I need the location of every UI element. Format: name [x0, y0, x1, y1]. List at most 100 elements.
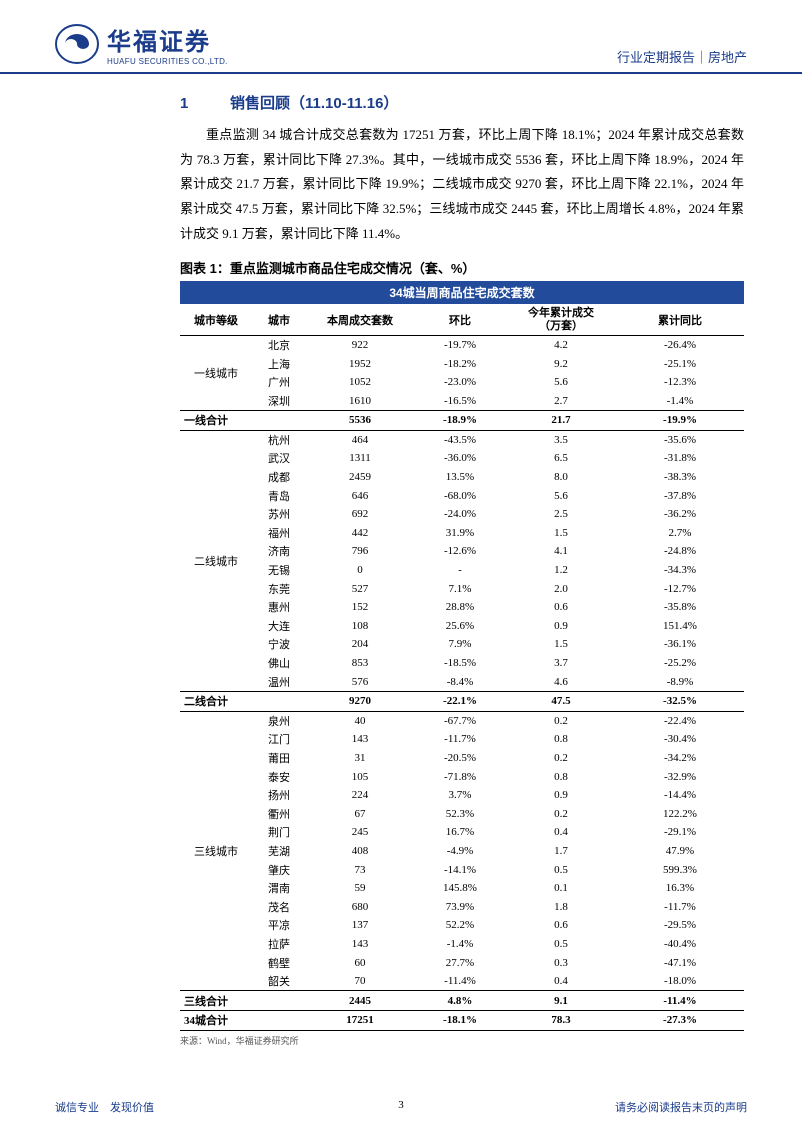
- table-row: 莆田31-20.5%0.2-34.2%: [180, 749, 744, 768]
- cell-vol: 245: [306, 823, 414, 842]
- subtotal-row: 三线合计24454.8%9.1-11.4%: [180, 991, 744, 1011]
- cell-wow: -18.5%: [414, 654, 506, 673]
- cell-vol: 1610: [306, 391, 414, 410]
- table-row: 平凉13752.2%0.6-29.5%: [180, 916, 744, 935]
- cell-ytd: 5.6: [506, 486, 616, 505]
- cell-city: 芜湖: [252, 842, 306, 861]
- cell-yoy: -11.7%: [616, 897, 744, 916]
- cell-vol: 1311: [306, 449, 414, 468]
- cell-city: 平凉: [252, 916, 306, 935]
- subtotal-vol: 2445: [306, 991, 414, 1011]
- cell-city: 江门: [252, 730, 306, 749]
- table-row: 东莞5277.1%2.0-12.7%: [180, 579, 744, 598]
- cell-ytd: 0.6: [506, 916, 616, 935]
- cell-wow: -11.4%: [414, 972, 506, 991]
- cell-city: 衢州: [252, 804, 306, 823]
- cell-vol: 31: [306, 749, 414, 768]
- cell-wow: 7.1%: [414, 579, 506, 598]
- table-row: 福州44231.9%1.52.7%: [180, 524, 744, 543]
- cell-ytd: 3.7: [506, 654, 616, 673]
- cell-yoy: 599.3%: [616, 860, 744, 879]
- table-row: 青岛646-68.0%5.6-37.8%: [180, 486, 744, 505]
- data-source: 来源：Wind，华福证券研究所: [180, 1034, 744, 1047]
- page-footer: 诚信专业 发现价值 3 请务必阅读报告末页的声明: [0, 1099, 802, 1115]
- col-ytd: 今年累计成交 （万套）: [506, 304, 616, 335]
- page-number: 3: [398, 1099, 404, 1111]
- cell-ytd: 1.8: [506, 897, 616, 916]
- cell-ytd: 1.7: [506, 842, 616, 861]
- cell-yoy: -40.4%: [616, 935, 744, 954]
- grand-total-row: 34城合计17251-18.1%78.3-27.3%: [180, 1011, 744, 1031]
- cell-wow: -36.0%: [414, 449, 506, 468]
- cell-ytd: 6.5: [506, 449, 616, 468]
- cell-ytd: 0.4: [506, 823, 616, 842]
- cell-city: 深圳: [252, 391, 306, 410]
- cell-city: 北京: [252, 335, 306, 354]
- transaction-table: 34城当周商品住宅成交套数 城市等级 城市 本周成交套数 环比 今年累计成交 （…: [180, 281, 744, 1030]
- cell-vol: 408: [306, 842, 414, 861]
- table-row: 大连10825.6%0.9151.4%: [180, 617, 744, 636]
- table-row: 武汉1311-36.0%6.5-31.8%: [180, 449, 744, 468]
- cell-wow: -23.0%: [414, 373, 506, 392]
- cell-vol: 922: [306, 335, 414, 354]
- cell-ytd: 0.6: [506, 598, 616, 617]
- cell-yoy: -37.8%: [616, 486, 744, 505]
- cell-yoy: -14.4%: [616, 786, 744, 805]
- cell-wow: 16.7%: [414, 823, 506, 842]
- cell-wow: 13.5%: [414, 468, 506, 487]
- cell-city: 东莞: [252, 579, 306, 598]
- tier-label: 二线城市: [180, 430, 252, 691]
- cell-yoy: -31.8%: [616, 449, 744, 468]
- tier-label: 一线城市: [180, 335, 252, 410]
- report-category: 行业定期报告｜房地产: [617, 47, 747, 66]
- cell-vol: 204: [306, 635, 414, 654]
- subtotal-yoy: -32.5%: [616, 691, 744, 711]
- cell-city: 渭南: [252, 879, 306, 898]
- col-city: 城市: [252, 304, 306, 335]
- cell-city: 荆门: [252, 823, 306, 842]
- cell-vol: 152: [306, 598, 414, 617]
- cell-vol: 796: [306, 542, 414, 561]
- table-row: 深圳1610-16.5%2.7-1.4%: [180, 391, 744, 410]
- cell-wow: -16.5%: [414, 391, 506, 410]
- cell-city: 上海: [252, 354, 306, 373]
- subtotal-label: 一线合计: [180, 411, 306, 431]
- cell-wow: -19.7%: [414, 335, 506, 354]
- cell-city: 青岛: [252, 486, 306, 505]
- grand-total-yoy: -27.3%: [616, 1011, 744, 1031]
- cell-vol: 2459: [306, 468, 414, 487]
- table-row: 成都245913.5%8.0-38.3%: [180, 468, 744, 487]
- cell-ytd: 3.5: [506, 430, 616, 449]
- table-row: 荆门24516.7%0.4-29.1%: [180, 823, 744, 842]
- cell-city: 鹤壁: [252, 953, 306, 972]
- cell-ytd: 0.3: [506, 953, 616, 972]
- table-row: 茂名68073.9%1.8-11.7%: [180, 897, 744, 916]
- cell-vol: 576: [306, 672, 414, 691]
- cell-vol: 143: [306, 730, 414, 749]
- cell-vol: 1952: [306, 354, 414, 373]
- cell-yoy: -32.9%: [616, 767, 744, 786]
- cell-wow: -8.4%: [414, 672, 506, 691]
- cell-ytd: 4.1: [506, 542, 616, 561]
- cell-city: 苏州: [252, 505, 306, 524]
- table-row: 二线城市杭州464-43.5%3.5-35.6%: [180, 430, 744, 449]
- cell-wow: -: [414, 561, 506, 580]
- cell-yoy: -47.1%: [616, 953, 744, 972]
- cell-vol: 0: [306, 561, 414, 580]
- cell-vol: 680: [306, 897, 414, 916]
- table-row: 一线城市北京922-19.7%4.2-26.4%: [180, 335, 744, 354]
- subtotal-yoy: -11.4%: [616, 991, 744, 1011]
- cell-ytd: 0.5: [506, 935, 616, 954]
- cell-vol: 143: [306, 935, 414, 954]
- cell-yoy: 122.2%: [616, 804, 744, 823]
- cell-vol: 646: [306, 486, 414, 505]
- cell-yoy: -22.4%: [616, 711, 744, 730]
- subtotal-row: 一线合计5536-18.9%21.7-19.9%: [180, 411, 744, 431]
- table-row: 芜湖408-4.9%1.747.9%: [180, 842, 744, 861]
- table-row: 佛山853-18.5%3.7-25.2%: [180, 654, 744, 673]
- cell-vol: 59: [306, 879, 414, 898]
- cell-wow: 52.2%: [414, 916, 506, 935]
- cell-yoy: -36.2%: [616, 505, 744, 524]
- cell-ytd: 0.1: [506, 879, 616, 898]
- cell-wow: 28.8%: [414, 598, 506, 617]
